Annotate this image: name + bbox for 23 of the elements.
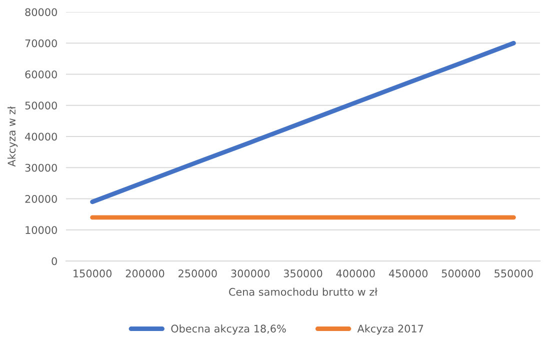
x-tick-label: 550000 [494,270,533,278]
y-tick-label: 20000 [25,194,57,203]
y-tick-label: 70000 [25,39,57,48]
x-tick-label: 500000 [442,270,480,278]
x-tick-label: 200000 [126,270,164,278]
y-tick-label: 40000 [25,132,57,141]
x-tick-label: 350000 [284,270,322,278]
y-tick-label: 10000 [26,226,57,234]
x-tick-label: 150000 [74,270,112,278]
x-tick-label: 400000 [336,270,375,278]
y-tick-label: 80000 [25,8,57,16]
y-tick-label: 60000 [25,70,57,78]
y-axis-title: Akcyza w zł [8,106,18,167]
x-tick-label: 300000 [231,270,270,278]
y-tick-label: 50000 [25,102,57,110]
x-tick-label: 250000 [178,270,217,278]
x-axis-title: Cena samochodu brutto w zł [229,288,378,296]
line-series [90,40,516,204]
y-tick-label: 0 [52,257,57,266]
y-tick-label: 30000 [25,164,57,172]
legend-label: Akcyza 2017 [357,324,424,335]
legend-label: Obecna akcyza 18,6% [171,324,286,335]
x-tick-label: 450000 [388,270,428,278]
